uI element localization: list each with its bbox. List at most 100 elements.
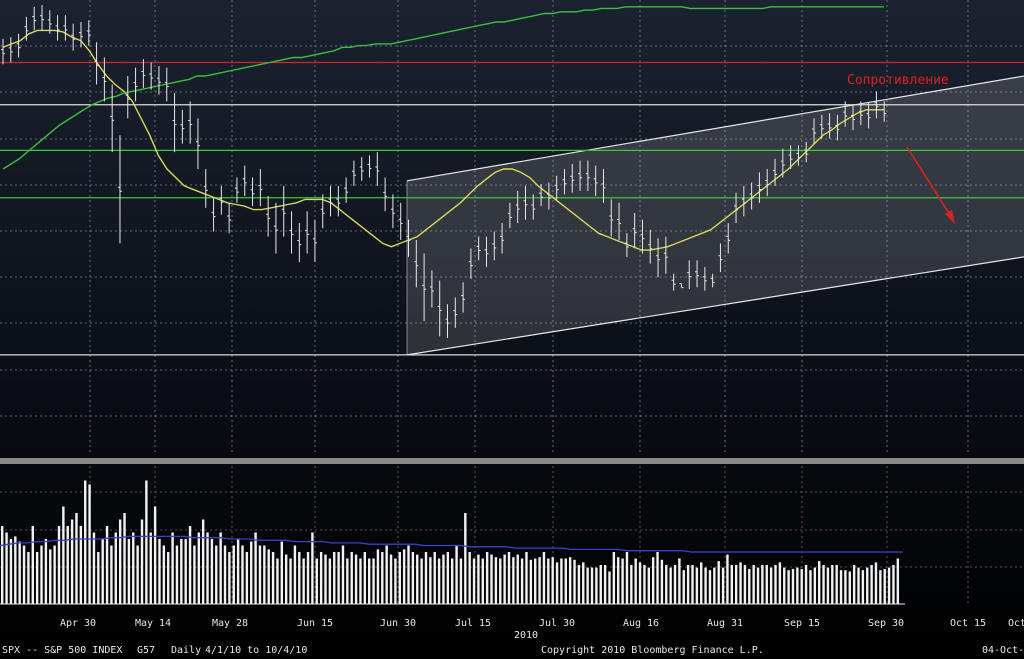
volume-bar (748, 568, 751, 604)
volume-bar (874, 562, 878, 604)
volume-bar (848, 571, 851, 604)
volume-bar (861, 570, 865, 604)
volume-bar (804, 565, 808, 604)
volume-bar (398, 552, 401, 604)
price-channel (406, 75, 1024, 356)
volume-bar (796, 567, 799, 604)
volume-bar (149, 532, 152, 604)
volume-bar (887, 567, 891, 604)
volume-bar (665, 565, 668, 604)
volume-bar (9, 539, 13, 604)
volume-bar (590, 567, 594, 604)
volume-bar (739, 562, 742, 604)
volume-bar (206, 532, 209, 604)
x-tick-label: Aug 31 (707, 618, 743, 629)
x-tick-label: Sep 30 (868, 618, 904, 629)
volume-bar (870, 565, 873, 604)
date-stamp-label: 04-Oct- (982, 645, 1024, 656)
volume-bar (586, 567, 589, 604)
volume-bar (704, 567, 707, 604)
volume-bar (62, 506, 65, 604)
volume-bar (534, 558, 537, 604)
volume-bar (97, 552, 100, 604)
volume-bar (503, 554, 506, 604)
volume-bar (547, 558, 550, 604)
volume-bar (306, 552, 310, 604)
volume-bar (188, 526, 192, 604)
volume-bar (499, 558, 502, 604)
volume-bar (691, 565, 694, 604)
volume-bar (118, 519, 122, 604)
volume-bar (800, 568, 803, 604)
volume-bar (682, 570, 685, 604)
volume-bar (223, 545, 227, 604)
volume-bar (695, 567, 699, 604)
volume-bar (512, 557, 515, 604)
volume-bar (542, 552, 546, 604)
volume-bar (22, 545, 26, 604)
channel-upper-line (406, 75, 1024, 182)
volume-bar (44, 539, 48, 604)
volume-bar (171, 532, 174, 604)
volume-bar (743, 565, 747, 604)
volume-bar (809, 570, 812, 604)
volume-bar (114, 532, 117, 604)
volume-bar (608, 571, 611, 604)
x-tick-label: Oct (1008, 618, 1024, 629)
volume-bar (678, 558, 681, 604)
panel-divider (0, 458, 1024, 464)
volume-bar (35, 552, 39, 604)
volume-bar (761, 565, 764, 604)
volume-bar (394, 558, 397, 604)
volume-bar (132, 532, 135, 604)
volume-bar (27, 552, 30, 604)
volume-bar (464, 513, 467, 604)
volume-bar (407, 545, 410, 604)
volume-bar (236, 539, 240, 604)
volume-bar (634, 558, 637, 604)
volume-bar (516, 554, 519, 604)
volume-bar (529, 559, 533, 604)
volume-bar (564, 558, 567, 604)
volume-bar (813, 567, 817, 604)
volume-bar (831, 565, 834, 604)
volume-bar (787, 570, 790, 604)
volume-bar (420, 558, 423, 604)
volume-bar (175, 545, 179, 604)
volume-bar (673, 565, 677, 604)
volume-bar (5, 532, 8, 604)
down-arrow-icon (906, 146, 953, 219)
volume-bar (896, 558, 900, 604)
volume-bar (263, 545, 266, 604)
volume-bar (162, 545, 166, 604)
date-range-label: 4/1/10 to 10/4/10 (205, 645, 308, 656)
volume-bar (319, 552, 323, 604)
volume-bar (363, 552, 367, 604)
volume-bar (765, 565, 768, 604)
volume-bar (92, 532, 96, 604)
volume-bar (477, 554, 480, 604)
volume-bar (612, 552, 616, 604)
volume-bar (49, 549, 52, 604)
volume-bar (101, 539, 104, 604)
volume-bar (105, 526, 109, 604)
x-tick-label: May 14 (135, 618, 171, 629)
volume-bar (568, 557, 572, 604)
volume-bar (769, 567, 773, 604)
price-bars (1, 5, 887, 338)
volume-bar (660, 559, 664, 604)
volume-bar (280, 541, 284, 604)
volume-bar (726, 554, 729, 604)
volume-bar (284, 554, 288, 604)
volume-bar (446, 552, 450, 604)
copyright-label: Copyright 2010 Bloomberg Finance L.P. (541, 645, 764, 656)
volume-bar (892, 565, 895, 604)
volume-bar (603, 565, 607, 604)
volume-bar (201, 519, 205, 604)
volume-bar (153, 506, 157, 604)
x-tick-label: Apr 30 (60, 618, 96, 629)
volume-bar (123, 513, 126, 604)
volume-bar (289, 558, 292, 604)
